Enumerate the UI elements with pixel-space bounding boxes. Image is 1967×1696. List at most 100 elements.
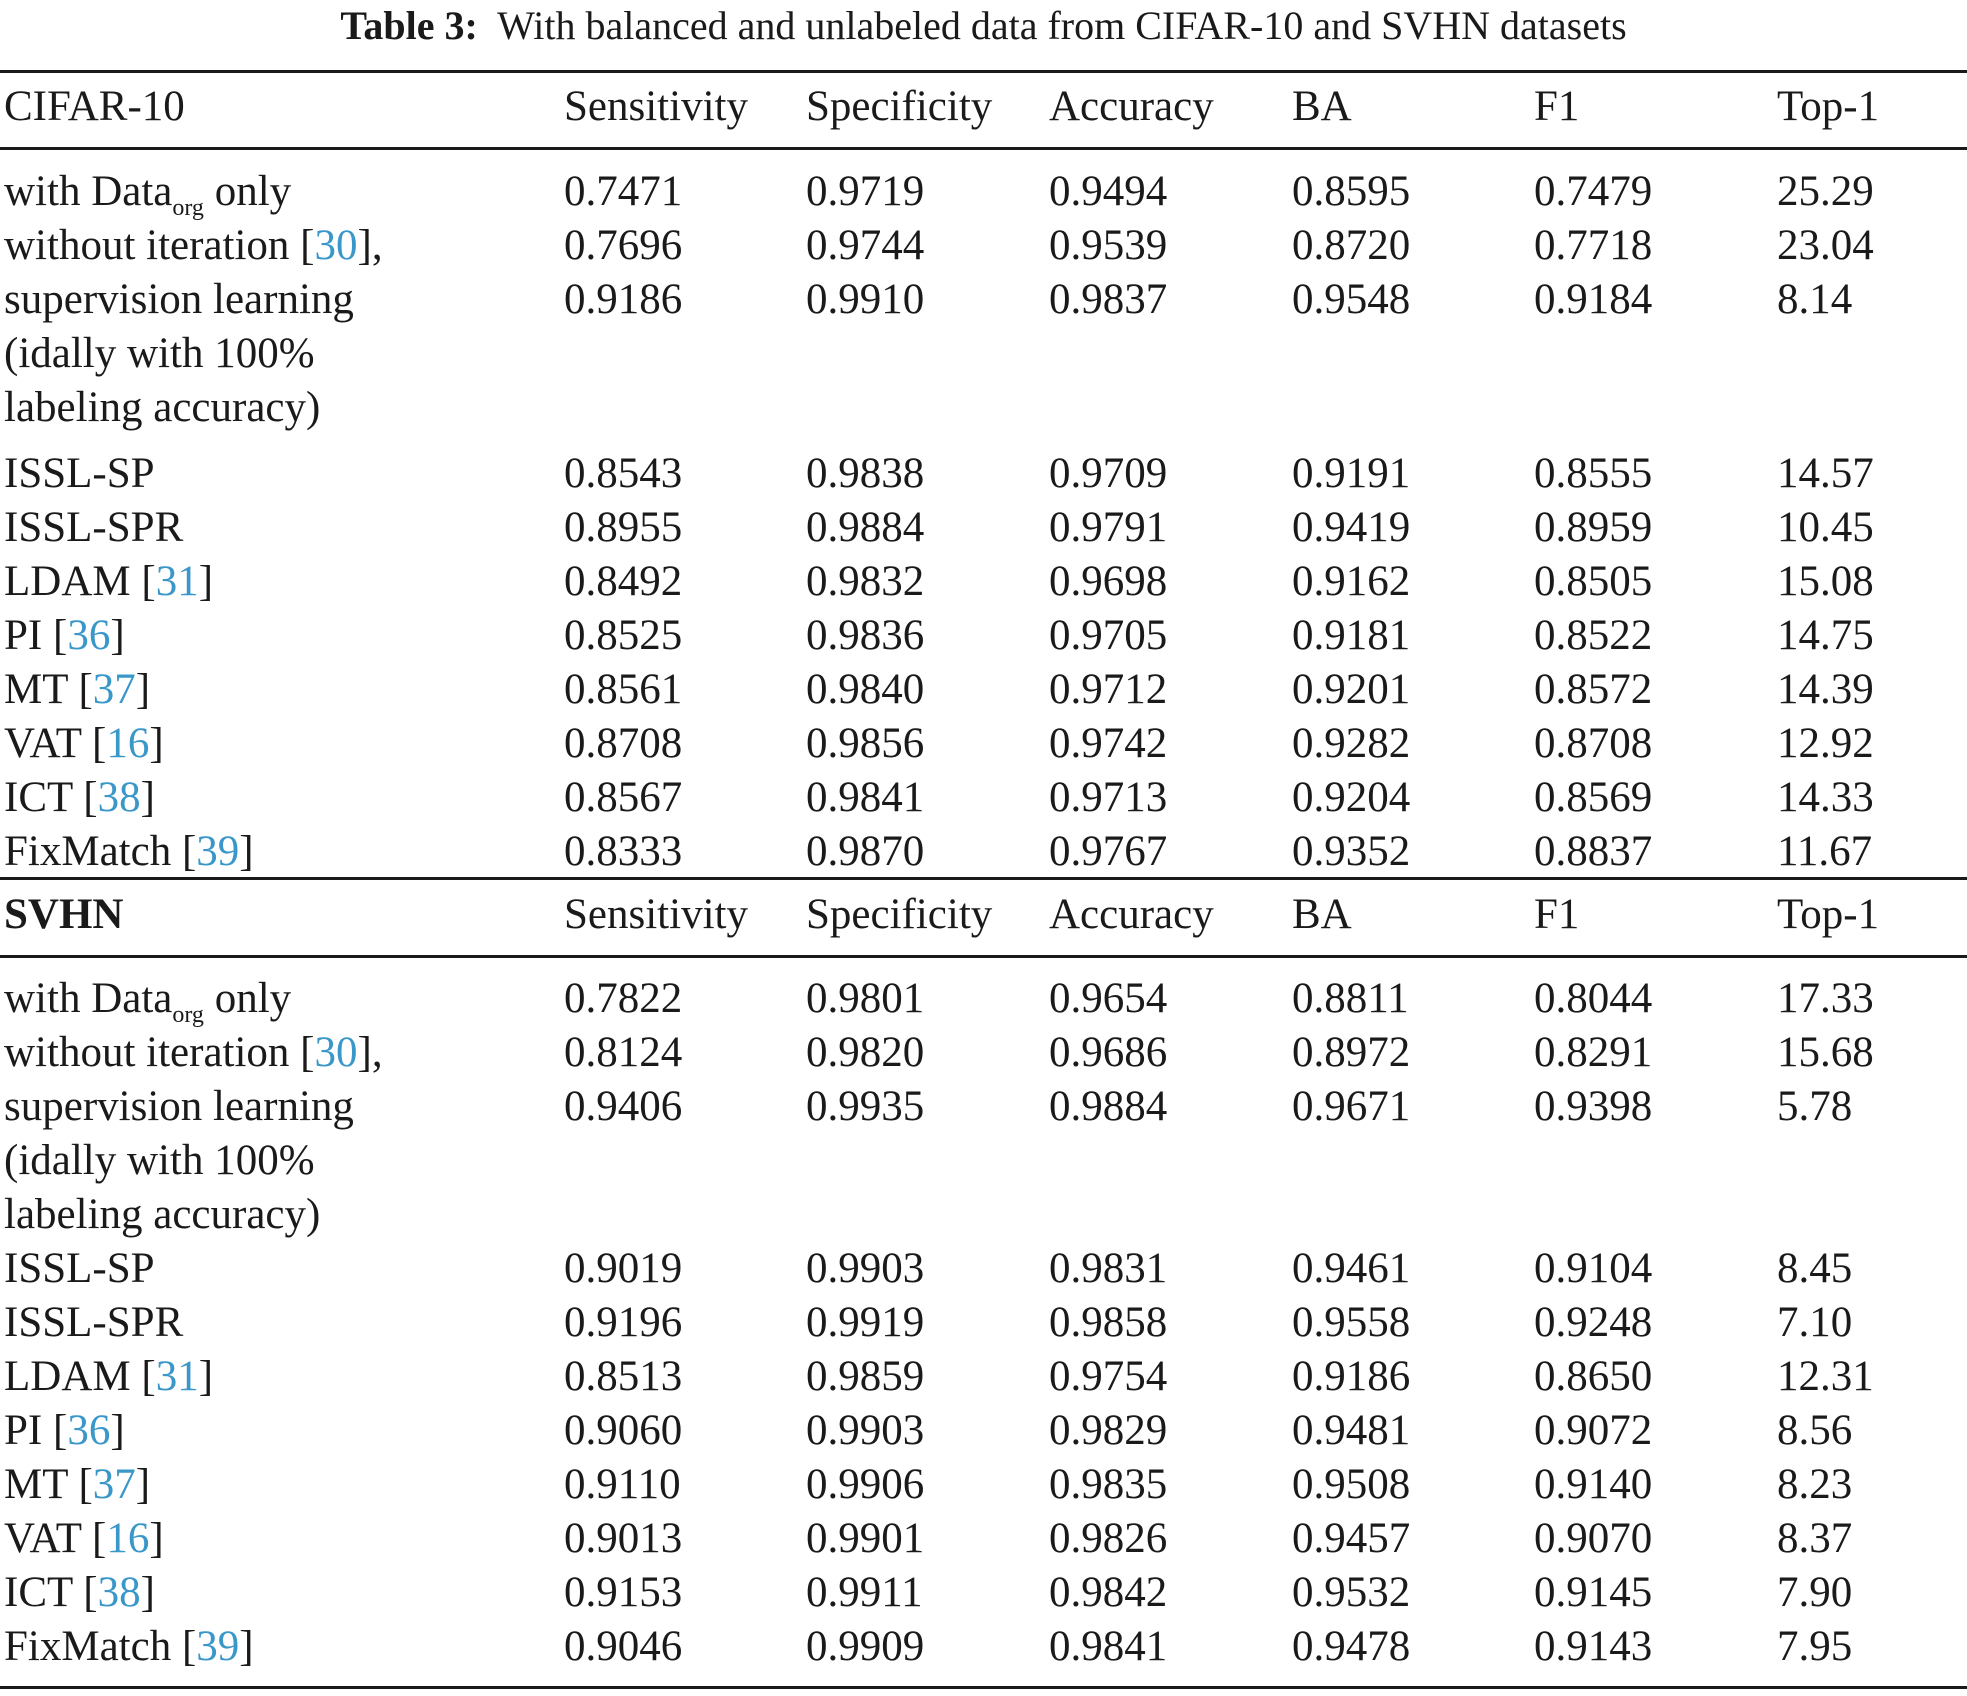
table-row: FixMatch [39] 0.8333 0.9870 0.9767 0.9352 0.8… bbox=[0, 825, 1967, 879]
table-cell: 0.9832 bbox=[806, 558, 925, 605]
table-cell: 0.8837 bbox=[1534, 828, 1653, 875]
citation-link[interactable]: 30 bbox=[314, 222, 358, 269]
table-cell: 0.9558 bbox=[1292, 1299, 1411, 1346]
citation-link[interactable]: 37 bbox=[92, 1461, 136, 1508]
method-text: ISSL-SP bbox=[4, 1245, 155, 1292]
citation-link[interactable]: 36 bbox=[67, 612, 111, 659]
table-cell: 0.9791 bbox=[1049, 504, 1168, 551]
table-cell: 0.8492 bbox=[564, 558, 683, 605]
citation-link[interactable]: 39 bbox=[196, 1623, 240, 1670]
table-cell: 0.8044 bbox=[1534, 975, 1653, 1022]
table-cell: 0.9204 bbox=[1292, 774, 1411, 821]
table-cell: 0.9836 bbox=[806, 612, 925, 659]
method-text: ] bbox=[149, 1515, 164, 1562]
table-cell: 0.9196 bbox=[564, 1299, 683, 1346]
citation-link[interactable]: 31 bbox=[155, 558, 199, 605]
table-cell: 12.31 bbox=[1777, 1353, 1874, 1400]
table-cell: 0.9186 bbox=[1292, 1353, 1411, 1400]
method-line: (idally with 100% bbox=[4, 1137, 315, 1184]
table-cell: 0.8567 bbox=[564, 774, 683, 821]
column-header: Sensitivity bbox=[564, 891, 748, 938]
method-name: FixMatch [39] bbox=[4, 1620, 544, 1674]
table-cell: 0.9911 bbox=[806, 1569, 923, 1616]
citation-link[interactable]: 16 bbox=[106, 1515, 150, 1562]
method-line: labeling accuracy) bbox=[4, 1191, 321, 1238]
citation-link[interactable]: 38 bbox=[97, 1569, 141, 1616]
method-name: ISSL-SPR bbox=[4, 501, 544, 555]
method-name: ICT [38] bbox=[4, 1566, 544, 1620]
table-cell: 0.9884 bbox=[1049, 1083, 1168, 1130]
method-line: labeling accuracy) bbox=[4, 384, 321, 431]
table-cell: 0.9248 bbox=[1534, 1299, 1653, 1346]
table-cell: 0.9671 bbox=[1292, 1083, 1411, 1130]
table-cell: 0.7696 bbox=[564, 222, 683, 269]
table-cell: 0.7822 bbox=[564, 975, 683, 1022]
method-text: ISSL-SPR bbox=[4, 504, 184, 551]
method-text: VAT [ bbox=[4, 1515, 107, 1562]
citation-link[interactable]: 36 bbox=[67, 1407, 111, 1454]
table-cell: 0.9840 bbox=[806, 666, 925, 713]
method-name: MT [37] bbox=[4, 663, 544, 717]
method-text: PI [ bbox=[4, 1407, 68, 1454]
citation-link[interactable]: 30 bbox=[314, 1029, 358, 1076]
table-cell: 0.8555 bbox=[1534, 450, 1653, 497]
table-cell: 0.9841 bbox=[806, 774, 925, 821]
method-text: ] bbox=[198, 1353, 214, 1400]
table-cell: 0.8569 bbox=[1534, 774, 1653, 821]
method-text: with Data bbox=[4, 168, 173, 215]
method-line: (idally with 100% bbox=[4, 330, 315, 377]
table-cell: 0.9713 bbox=[1049, 774, 1168, 821]
table-cell: 17.33 bbox=[1777, 975, 1874, 1022]
section-header: CIFAR-10 Sensitivity Specificity Accuracy BA… bbox=[0, 72, 1967, 142]
table-cell: 0.8561 bbox=[564, 666, 683, 713]
table-cell: 8.14 bbox=[1777, 276, 1853, 323]
table-cell: 0.9060 bbox=[564, 1407, 683, 1454]
method-text: FixMatch [ bbox=[4, 828, 197, 875]
table-row: VAT [16] 0.8708 0.9856 0.9742 0.9282 0.8708 12… bbox=[0, 717, 1967, 771]
method-text: ] bbox=[110, 612, 125, 659]
table-cell: 0.9842 bbox=[1049, 1569, 1168, 1616]
method-name: supervision learning (idally with 100% lab… bbox=[4, 273, 544, 435]
citation-link[interactable]: 31 bbox=[155, 1353, 199, 1400]
table-cell: 0.9910 bbox=[806, 276, 925, 323]
method-subscript: org bbox=[172, 1002, 204, 1028]
table-cell: 0.9829 bbox=[1049, 1407, 1168, 1454]
citation-link[interactable]: 16 bbox=[106, 720, 150, 767]
table-cell: 0.9742 bbox=[1049, 720, 1168, 767]
table-cell: 23.04 bbox=[1777, 222, 1874, 269]
table-cell: 0.8955 bbox=[564, 504, 683, 551]
table-cell: 0.9461 bbox=[1292, 1245, 1411, 1292]
table-cell: 12.92 bbox=[1777, 720, 1874, 767]
method-text: ICT [ bbox=[4, 1569, 98, 1616]
table-cell: 0.8708 bbox=[564, 720, 683, 767]
table-cell: 0.9858 bbox=[1049, 1299, 1168, 1346]
citation-link[interactable]: 39 bbox=[196, 828, 240, 875]
table-cell: 0.9686 bbox=[1049, 1029, 1168, 1076]
table-cell: 5.78 bbox=[1777, 1083, 1853, 1130]
table-cell: 0.9406 bbox=[564, 1083, 683, 1130]
table-cell: 0.9162 bbox=[1292, 558, 1411, 605]
table-cell: 0.9548 bbox=[1292, 276, 1411, 323]
caption-label: Table 3: bbox=[340, 3, 478, 48]
table-row: MT [37] 0.8561 0.9840 0.9712 0.9201 0.8572 14.… bbox=[0, 663, 1967, 717]
table-row: PI [36] 0.9060 0.9903 0.9829 0.9481 0.9072 8.5… bbox=[0, 1404, 1967, 1458]
table-cell: 0.8525 bbox=[564, 612, 683, 659]
citation-link[interactable]: 37 bbox=[92, 666, 136, 713]
method-text: ] bbox=[239, 828, 254, 875]
table-cell: 0.8543 bbox=[564, 450, 683, 497]
table-cell: 0.9719 bbox=[806, 168, 925, 215]
column-header: Accuracy bbox=[1049, 83, 1214, 130]
table-cell: 0.7479 bbox=[1534, 168, 1653, 215]
method-text: ISSL-SPR bbox=[4, 1299, 184, 1346]
table-cell: 0.9145 bbox=[1534, 1569, 1653, 1616]
table-cell: 7.10 bbox=[1777, 1299, 1853, 1346]
table-cell: 0.9859 bbox=[806, 1353, 925, 1400]
table-cell: 0.9903 bbox=[806, 1407, 925, 1454]
table-row: LDAM [31] 0.8513 0.9859 0.9754 0.9186 0.8650 1… bbox=[0, 1350, 1967, 1404]
table-cell: 0.9705 bbox=[1049, 612, 1168, 659]
citation-link[interactable]: 38 bbox=[97, 774, 141, 821]
method-text: VAT [ bbox=[4, 720, 107, 767]
table-cell: 0.9709 bbox=[1049, 450, 1168, 497]
table-cell: 0.8513 bbox=[564, 1353, 683, 1400]
method-text: MT [ bbox=[4, 1461, 93, 1508]
